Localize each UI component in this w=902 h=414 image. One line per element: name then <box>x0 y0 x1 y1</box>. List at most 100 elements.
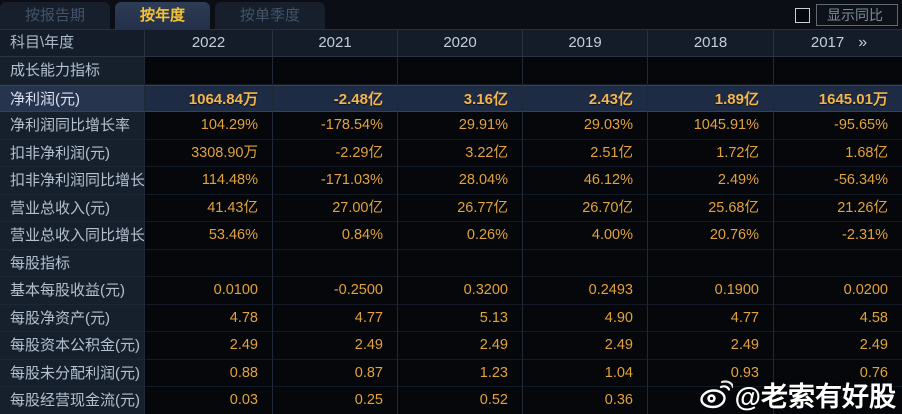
cell-value: -171.03% <box>273 167 398 195</box>
period-tabbar: 按报告期 按年度 按单季度 显示同比 <box>0 0 902 30</box>
table-row[interactable]: 净利润(元) 1064.84万 -2.48亿 3.16亿 2.43亿 1.89亿 1645.… <box>0 84 902 112</box>
table-row[interactable]: 每股未分配利润(元) 0.88 0.87 1.23 1.04 0.93 0.76 <box>0 359 902 387</box>
financial-table: 科目\年度 2022 2021 2020 2019 2018 2017 » 成长能力指标 净利… <box>0 30 902 414</box>
cell-value: 2.49 <box>273 332 398 360</box>
cell-value <box>774 387 902 414</box>
cell-value: 0.2493 <box>523 277 648 305</box>
tab-0[interactable]: 按报告期 <box>0 2 111 29</box>
row-label: 每股资本公积金(元) <box>0 332 145 360</box>
cell-value: 2.49 <box>398 332 523 360</box>
table-row[interactable]: 营业总收入(元) 41.43亿 27.00亿 26.77亿 26.70亿 25.68亿 21… <box>0 194 902 222</box>
cell-value <box>774 57 902 85</box>
tab-2[interactable]: 按单季度 <box>215 2 326 29</box>
table-row[interactable]: 每股资本公积金(元) 2.49 2.49 2.49 2.49 2.49 2.49 <box>0 332 902 360</box>
cell-value: 4.77 <box>648 304 774 332</box>
cell-value: 0.1900 <box>648 277 774 305</box>
cell-value: 0.76 <box>774 359 902 387</box>
cell-value: 0.0200 <box>774 277 902 305</box>
cell-value: -2.29亿 <box>273 139 398 167</box>
cell-value: -178.54% <box>273 112 398 140</box>
cell-value: 28.04% <box>398 167 523 195</box>
cell-value <box>398 249 523 277</box>
cell-value: 26.70亿 <box>523 194 648 222</box>
cell-value: 2.49% <box>648 167 774 195</box>
cell-value: 29.91% <box>398 112 523 140</box>
cell-value: 53.46% <box>145 222 273 250</box>
cell-value <box>648 57 774 85</box>
table-row[interactable]: 每股指标 <box>0 249 902 277</box>
cell-value <box>145 57 273 85</box>
cell-value: 1645.01万 <box>774 84 902 112</box>
row-label: 每股未分配利润(元) <box>0 359 145 387</box>
section-label: 每股指标 <box>0 249 145 277</box>
row-label: 净利润(元) <box>0 84 145 112</box>
year-label: 2021 <box>318 34 352 51</box>
cell-value: 1045.91% <box>648 112 774 140</box>
year-label: 2020 <box>443 34 477 51</box>
cell-value <box>145 249 273 277</box>
cell-value: 20.76% <box>648 222 774 250</box>
row-label: 基本每股收益(元) <box>0 277 145 305</box>
cell-value: 21.26亿 <box>774 194 902 222</box>
cell-value: -2.48亿 <box>273 84 398 112</box>
cell-value: 0.0100 <box>145 277 273 305</box>
year-label: 2018 <box>693 34 728 51</box>
cell-value: 0.52 <box>398 387 523 414</box>
cell-value: 4.00% <box>523 222 648 250</box>
header-year-2020: 2020 <box>398 30 523 56</box>
cell-value: -56.34% <box>774 167 902 195</box>
cell-value <box>774 249 902 277</box>
show-yoy-button[interactable]: 显示同比 <box>816 4 898 26</box>
table-row[interactable]: 扣非净利润(元) 3308.90万 -2.29亿 3.22亿 2.51亿 1.72亿 1.6… <box>0 139 902 167</box>
cell-value <box>523 57 648 85</box>
table-row[interactable]: 净利润同比增长率 104.29% -178.54% 29.91% 29.03% 1045.… <box>0 112 902 140</box>
table-row[interactable]: 成长能力指标 <box>0 57 902 85</box>
cell-value: 26.77亿 <box>398 194 523 222</box>
cell-value: 1.72亿 <box>648 139 774 167</box>
cell-value: -2.31% <box>774 222 902 250</box>
tab-1[interactable]: 按年度 <box>115 2 211 29</box>
cell-value: 25.68亿 <box>648 194 774 222</box>
year-label: 2017 <box>810 34 845 51</box>
row-label: 扣非净利润同比增长率 <box>0 167 145 195</box>
header-year-2021: 2021 <box>273 30 398 56</box>
table-row[interactable]: 基本每股收益(元) 0.0100 -0.2500 0.3200 0.2493 0.1900… <box>0 277 902 305</box>
cell-value: -95.65% <box>774 112 902 140</box>
cell-value <box>273 249 398 277</box>
cell-value: 0.88 <box>145 359 273 387</box>
table-header-row: 科目\年度 2022 2021 2020 2019 2018 2017 » <box>0 30 902 57</box>
header-year-2022: 2022 <box>145 30 273 56</box>
cell-value <box>398 57 523 85</box>
cell-value: 0.3200 <box>398 277 523 305</box>
cell-value: 0.93 <box>648 359 774 387</box>
cell-value: 2.49 <box>145 332 273 360</box>
table-row[interactable]: 每股经营现金流(元) 0.03 0.25 0.52 0.36 <box>0 387 902 414</box>
cell-value: 0.36 <box>523 387 648 414</box>
header-year-2017: 2017 » <box>774 30 902 56</box>
section-label: 成长能力指标 <box>0 57 145 85</box>
header-year-2019: 2019 <box>523 30 648 56</box>
cell-value: 41.43亿 <box>145 194 273 222</box>
cell-value: 1064.84万 <box>145 84 273 112</box>
cell-value <box>523 249 648 277</box>
cell-value <box>273 57 398 85</box>
row-label: 营业总收入同比增长率 <box>0 222 145 250</box>
header-subject-year: 科目\年度 <box>0 30 145 56</box>
table-row[interactable]: 每股净资产(元) 4.78 4.77 5.13 4.90 4.77 4.58 <box>0 304 902 332</box>
cell-value: 0.84% <box>273 222 398 250</box>
cell-value: 0.03 <box>145 387 273 414</box>
next-columns-icon[interactable]: » <box>858 34 867 51</box>
row-label: 净利润同比增长率 <box>0 112 145 140</box>
table-row[interactable]: 营业总收入同比增长率53.46%0.84%0.26%4.00%20.76%-2.… <box>0 222 902 250</box>
cell-value: 2.51亿 <box>523 139 648 167</box>
cell-value: 3.16亿 <box>398 84 523 112</box>
cell-value: 1.68亿 <box>774 139 902 167</box>
cell-value: 2.49 <box>774 332 902 360</box>
table-row[interactable]: 扣非净利润同比增长率114.48%-171.03%28.04%46.12%2.4… <box>0 167 902 195</box>
cell-value: 29.03% <box>523 112 648 140</box>
cell-value: 2.49 <box>523 332 648 360</box>
show-yoy-checkbox[interactable] <box>795 8 810 23</box>
cell-value <box>648 387 774 414</box>
header-year-2018: 2018 <box>648 30 774 56</box>
cell-value: 4.77 <box>273 304 398 332</box>
